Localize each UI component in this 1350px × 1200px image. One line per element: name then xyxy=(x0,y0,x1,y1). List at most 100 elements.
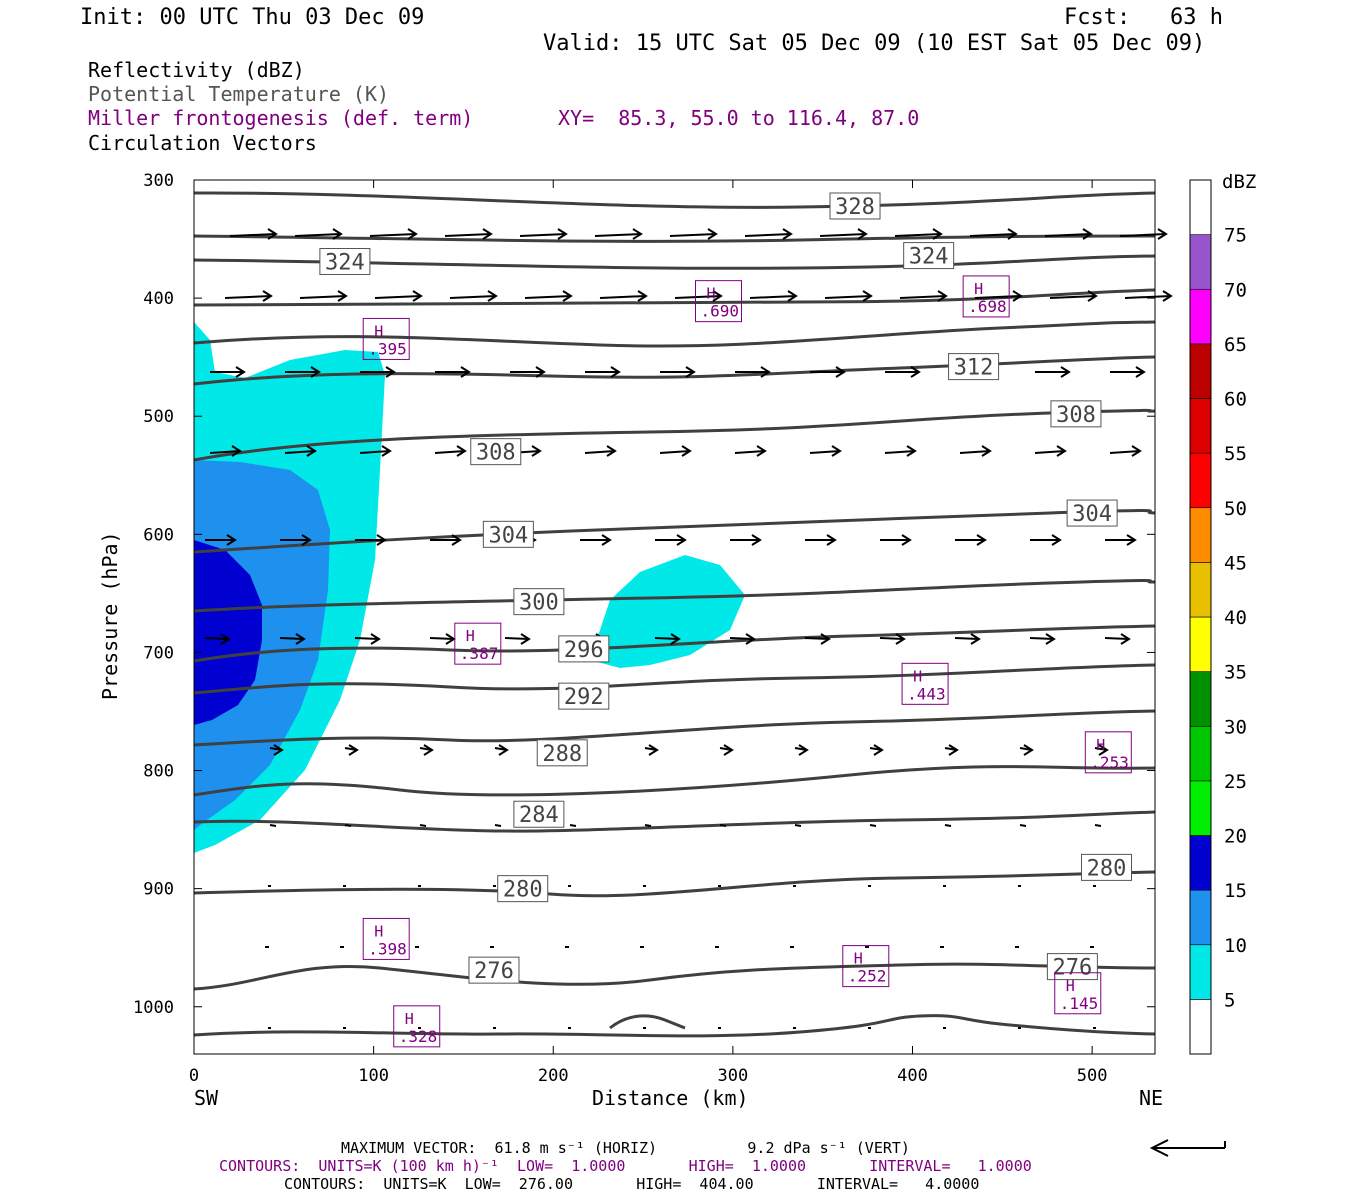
y-tick-label: 300 xyxy=(143,171,174,191)
theta-contour-label: 284 xyxy=(519,803,559,828)
circulation-vector-head xyxy=(220,633,231,645)
circulation-vector xyxy=(519,233,567,237)
theta-contour-line xyxy=(193,765,1156,797)
circulation-vector-head xyxy=(862,290,873,302)
miller-max-value: .328 xyxy=(399,1027,438,1046)
colorbar-segment xyxy=(1189,889,1212,946)
circulation-vector xyxy=(1109,450,1141,454)
circulation-vector-head xyxy=(487,290,498,302)
colorbar-tick-label: 15 xyxy=(1224,880,1247,902)
reflectivity-area-5dbz-mid xyxy=(590,555,745,668)
theta-contour-line xyxy=(193,709,1156,747)
circulation-vector-head xyxy=(456,445,467,457)
theta-contour-label: 312 xyxy=(954,356,994,381)
circulation-vector-head xyxy=(267,228,278,240)
circulation-vector xyxy=(749,295,797,299)
theta-contour-note: CONTOURS: UNITS=K LOW= 276.00 HIGH= 404.… xyxy=(284,1175,980,1193)
circulation-vector-head xyxy=(906,445,917,457)
colorbar-segment xyxy=(1189,288,1212,345)
colorbar-tick-label: 40 xyxy=(1224,607,1247,629)
miller-max-value: .252 xyxy=(848,967,887,986)
xy-coordinates: XY= 85.3, 55.0 to 116.4, 87.0 xyxy=(558,106,920,130)
miller-max-value: .395 xyxy=(368,339,407,358)
circulation-vector-head xyxy=(385,366,396,378)
theta-contour-line xyxy=(193,663,1156,695)
circulation-vector xyxy=(1019,824,1027,827)
y-tick-label: 600 xyxy=(143,525,174,545)
circulation-vector-head xyxy=(1126,534,1137,546)
plot-frame xyxy=(193,179,1156,1055)
circulation-vector-head xyxy=(782,228,793,240)
circulation-vector xyxy=(1034,450,1066,454)
circulation-vector xyxy=(374,295,422,299)
theta-contour-line xyxy=(193,810,1156,833)
circulation-vector xyxy=(804,637,830,640)
x-tick-label: 200 xyxy=(538,1066,569,1086)
miller-max-value: .690 xyxy=(701,302,740,321)
circulation-vector xyxy=(1104,637,1130,640)
y-tick-label: 1000 xyxy=(133,998,174,1018)
circulation-vector xyxy=(209,450,241,454)
x-left-label: SW xyxy=(194,1086,219,1110)
circulation-vector-head xyxy=(1087,290,1098,302)
y-tick-label: 500 xyxy=(143,407,174,427)
circulation-vector xyxy=(269,824,277,827)
theta-label-box xyxy=(829,192,881,220)
circulation-vector-head xyxy=(948,744,959,756)
circulation-vector-head xyxy=(937,290,948,302)
circulation-vector-head xyxy=(1051,534,1062,546)
circulation-vector-head xyxy=(535,366,546,378)
theta-contour-label: 328 xyxy=(835,195,875,220)
miller-max-box xyxy=(962,275,1010,318)
circulation-vector-head xyxy=(562,290,573,302)
valid-time: Valid: 15 UTC Sat 05 Dec 09 (10 EST Sat … xyxy=(543,31,1206,56)
theta-contour-line xyxy=(193,355,1156,386)
colorbar-title: dBZ xyxy=(1222,171,1256,193)
circulation-vector xyxy=(294,233,342,237)
circulation-vector xyxy=(944,824,952,827)
theta-label-box xyxy=(470,438,522,466)
circulation-vector xyxy=(659,450,691,454)
circulation-vector-head xyxy=(670,633,681,645)
theta-label-box xyxy=(948,353,1000,381)
theta-contour-label: 308 xyxy=(476,441,516,466)
miller-max-box xyxy=(1084,731,1132,774)
colorbar-segment xyxy=(1189,234,1212,290)
theta-contour-line xyxy=(193,962,1156,991)
max-vector-note: MAXIMUM VECTOR: 61.8 m s⁻¹ (HORIZ) 9.2 d… xyxy=(341,1139,910,1157)
circulation-vector-head xyxy=(820,633,831,645)
theta-contour-label: 308 xyxy=(1056,403,1096,428)
miller-max-value: .398 xyxy=(368,939,407,958)
theta-contour-label: 304 xyxy=(1072,502,1112,527)
circulation-vector-head xyxy=(751,534,762,546)
circulation-vector xyxy=(879,637,905,640)
theta-contour-line xyxy=(609,1014,686,1030)
forecast-hour: Fcst: 63 h xyxy=(1064,5,1223,30)
circulation-vector-head xyxy=(370,633,381,645)
colorbar-segment xyxy=(1189,725,1212,782)
colorbar-segment xyxy=(1189,999,1212,1055)
circulation-vector xyxy=(429,637,455,640)
theta-label-box xyxy=(319,247,371,275)
circulation-vector-head xyxy=(231,445,242,457)
miller-max-label: H xyxy=(405,1010,414,1028)
miller-max-box xyxy=(1054,972,1102,1015)
x-right-label: NE xyxy=(1139,1086,1164,1110)
circulation-vector-head xyxy=(676,534,687,546)
circulation-vector-head xyxy=(306,445,317,457)
miller-max-box xyxy=(695,280,743,323)
theta-contour-line xyxy=(193,624,1156,663)
circulation-vector xyxy=(524,295,572,299)
circulation-vector-head xyxy=(873,744,884,756)
circulation-vector-head xyxy=(460,366,471,378)
circulation-vector xyxy=(794,824,802,827)
circulation-vector-head xyxy=(337,290,348,302)
miller-max-box xyxy=(842,945,890,988)
theta-label-box xyxy=(1066,499,1118,527)
circulation-vector-head xyxy=(745,633,756,645)
theta-contour-line xyxy=(193,1014,1156,1038)
y-axis-label: Pressure (hPa) xyxy=(98,531,122,700)
miller-max-label: H xyxy=(913,667,922,685)
y-tick-label: 900 xyxy=(143,880,174,900)
colorbar-segment xyxy=(1189,562,1212,618)
